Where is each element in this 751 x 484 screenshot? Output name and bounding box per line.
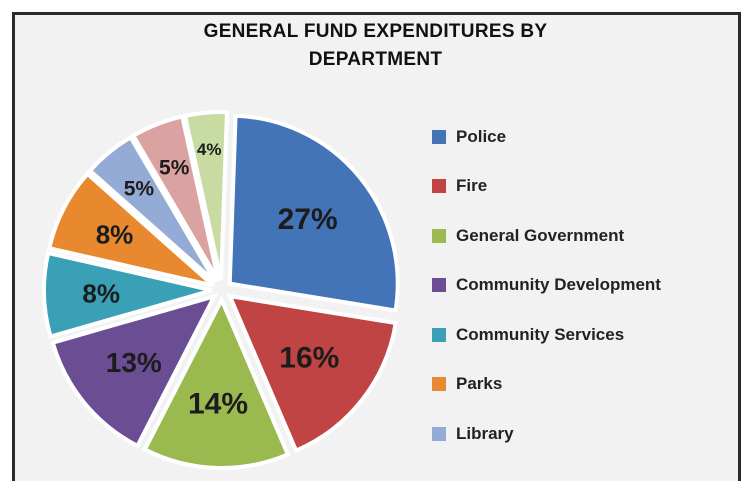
legend-swatch [432, 179, 446, 194]
legend-item-5: Parks [432, 360, 661, 410]
legend-swatch [432, 129, 446, 144]
legend-swatch [432, 426, 446, 441]
legend-label: Fire [456, 176, 488, 196]
legend-swatch [432, 377, 446, 392]
pie-slice-5 [46, 171, 215, 288]
legend-item-3: Community Development [432, 261, 661, 311]
chart-title: GENERAL FUND EXPENDITURES BY DEPARTMENT [0, 18, 751, 74]
pie-slice-4 [42, 250, 213, 340]
chart-title-line-1: GENERAL FUND EXPENDITURES BY [203, 21, 548, 42]
pie-slice-1 [226, 293, 399, 454]
slice-label-2: 14% [188, 388, 248, 421]
slice-label-1: 16% [279, 342, 339, 375]
legend-item-4: Community Services [432, 310, 661, 360]
pie-slice-3 [50, 293, 219, 449]
legend-swatch [432, 278, 446, 293]
slice-label-3: 13% [106, 347, 162, 378]
slice-label-0: 27% [278, 203, 338, 236]
pie-slice-8 [182, 110, 230, 281]
chart-title-line-2: DEPARTMENT [308, 49, 443, 70]
pie-slice-6 [87, 134, 218, 284]
legend-swatch [432, 327, 446, 342]
legend-label: Library [456, 423, 514, 443]
slice-label-6: 5% [124, 177, 155, 200]
legend-label: Community Services [456, 324, 625, 344]
slice-label-8: 4% [197, 140, 222, 159]
legend-label: Police [456, 126, 507, 146]
legend-item-2: General Government [432, 211, 661, 261]
pie-slice-7 [130, 114, 221, 282]
legend-label: Community Development [456, 275, 661, 295]
legend-swatch [432, 228, 446, 243]
chart-legend: Police Fire General Government Community De… [432, 112, 661, 459]
legend-item-0: Police [432, 112, 661, 162]
legend-item-1: Fire [432, 162, 661, 212]
pie-slice-2 [142, 295, 291, 470]
slice-label-7: 5% [159, 157, 190, 180]
legend-label: General Government [456, 225, 625, 245]
slice-label-4: 8% [82, 278, 120, 308]
legend-label: Parks [456, 374, 503, 394]
slice-label-5: 8% [96, 220, 134, 250]
legend-item-6: Library [432, 409, 661, 459]
pie-slice-0 [227, 113, 400, 313]
